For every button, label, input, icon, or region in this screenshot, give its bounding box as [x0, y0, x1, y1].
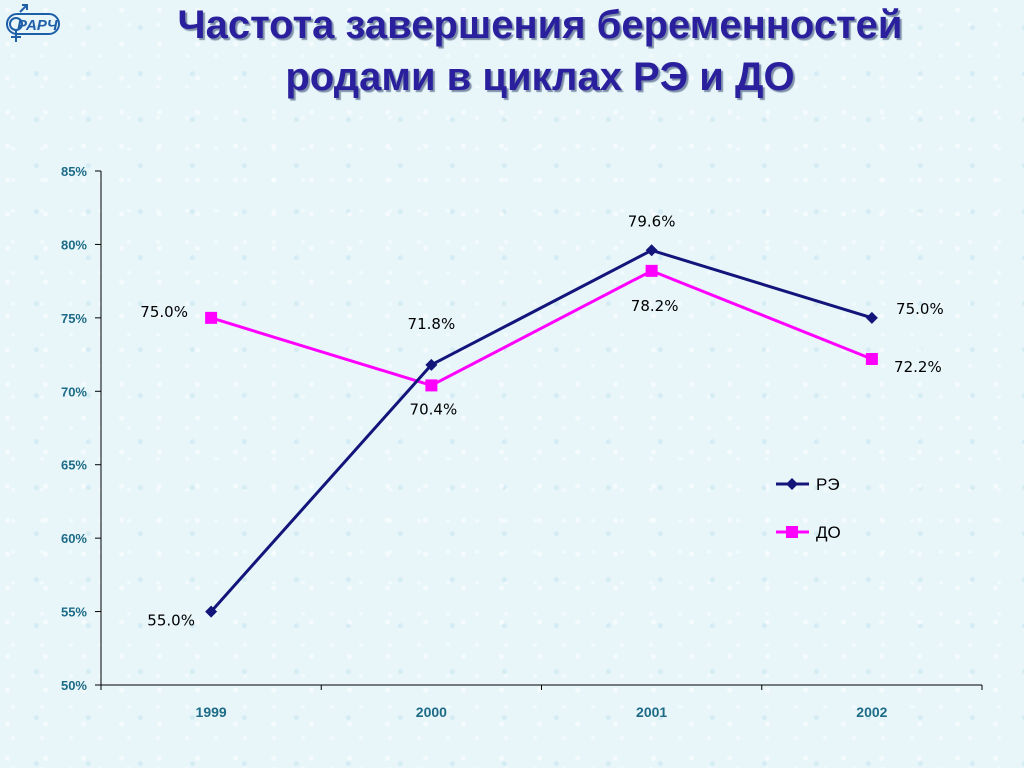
x-tick-label: 2002	[856, 704, 887, 720]
data-label: 72.2%	[894, 358, 942, 376]
x-tick-label: 2001	[636, 704, 667, 720]
logo-text: РАРЧ	[17, 17, 58, 34]
page-title-line1: Частота завершения беременностей	[177, 3, 903, 47]
chart-axes: 50% 55% 60% 65% 70% 75% 80% 85% 1999 2000 2001 2002	[61, 164, 983, 720]
data-point-do	[425, 379, 438, 392]
y-tick-label: 70%	[61, 384, 87, 399]
y-tick-label: 50%	[61, 678, 87, 693]
data-point-re	[865, 311, 878, 324]
venus-mars-icon	[6, 4, 60, 42]
legend-marker-do	[786, 526, 798, 538]
data-label: 70.4%	[410, 400, 458, 418]
data-point-do	[205, 311, 218, 324]
page-title-line2: родами в циклах РЭ и ДО	[285, 55, 795, 99]
logo: РАРЧ	[6, 4, 60, 42]
y-tick-label: 75%	[61, 311, 87, 326]
y-tick-label: 65%	[61, 458, 87, 473]
data-label: 71.8%	[408, 315, 456, 333]
y-tick-label: 85%	[61, 164, 87, 179]
x-tick-label: 2000	[416, 704, 447, 720]
data-point-re	[645, 244, 658, 257]
legend-marker-re	[786, 478, 798, 490]
y-tick-label: 80%	[61, 237, 87, 252]
data-label: 55.0%	[147, 612, 195, 630]
chart-legend: РЭ ДО	[776, 475, 841, 542]
data-label: 75.0%	[140, 303, 188, 321]
data-point-do	[865, 352, 878, 365]
data-label: 79.6%	[628, 212, 676, 230]
chart-lines	[210, 248, 873, 613]
data-point-re	[205, 605, 218, 618]
chart-markers	[205, 244, 878, 618]
series-line-re	[210, 248, 873, 613]
x-tick-label: 1999	[196, 704, 227, 720]
series-line-do	[210, 269, 873, 388]
y-tick-label: 60%	[61, 531, 87, 546]
data-point-re	[425, 358, 438, 371]
legend-label: РЭ	[816, 475, 840, 494]
data-point-do	[645, 264, 658, 277]
data-label: 78.2%	[631, 297, 679, 315]
y-tick-label: 55%	[61, 605, 87, 620]
legend-label: ДО	[816, 523, 841, 542]
data-label: 75.0%	[896, 300, 944, 318]
chart-data-labels: 55.0% 71.8% 79.6% 75.0% 75.0% 70.4% 78.2% 72.2%	[140, 212, 943, 629]
